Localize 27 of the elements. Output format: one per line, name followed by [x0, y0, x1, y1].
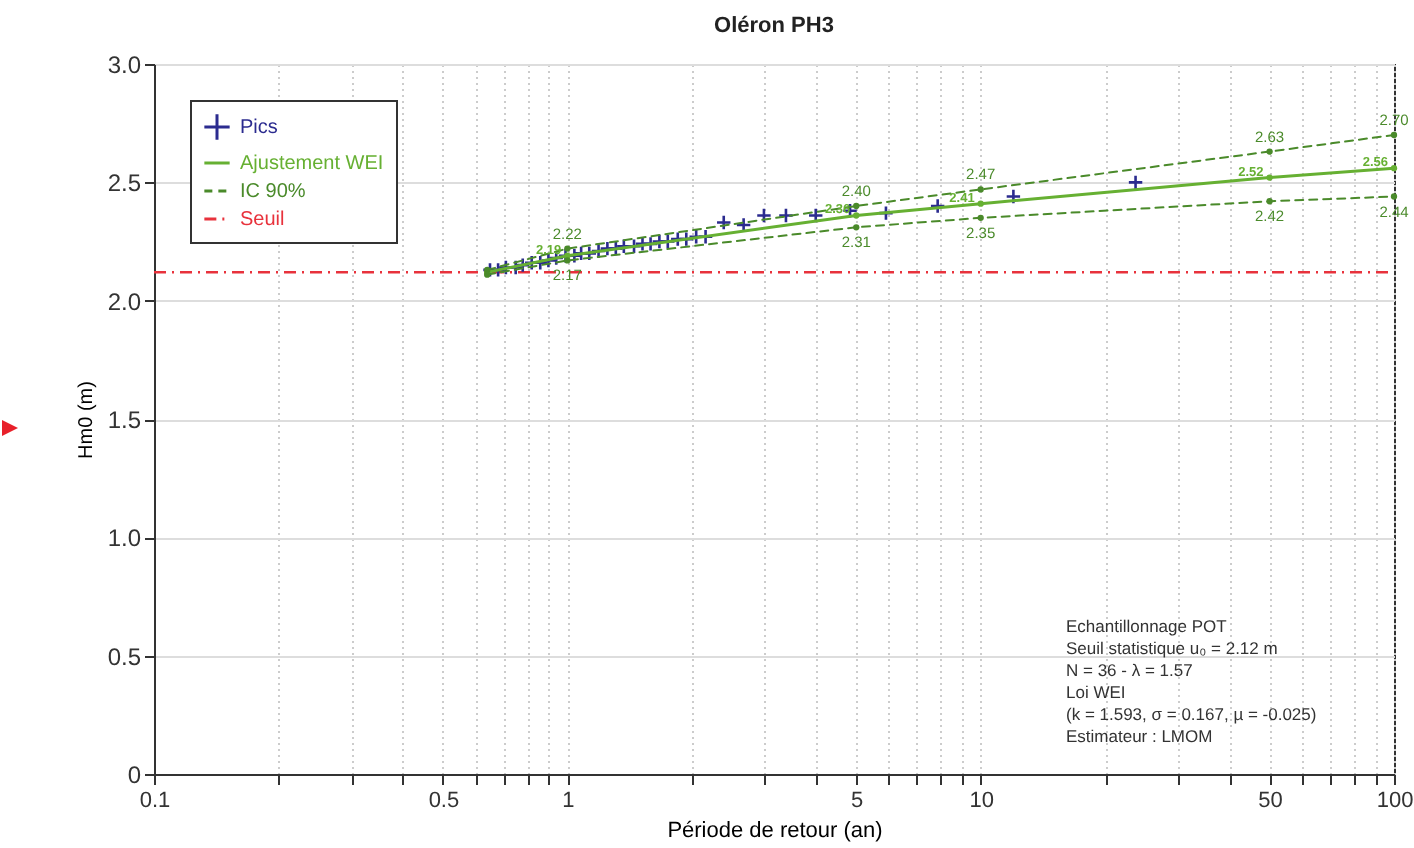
chart-title: Oléron PH3	[714, 14, 834, 38]
annotation: Echantillonnage POT	[1066, 616, 1227, 636]
x-axis-title: Période de retour (an)	[667, 819, 883, 843]
annotation: N = 36 - λ = 1.57	[1066, 660, 1194, 680]
annotation: Loi WEI	[1066, 682, 1126, 702]
y-tick-label: 1.5	[107, 406, 142, 434]
x-tick-label: 5	[851, 789, 864, 813]
legend-label: IC 90%	[240, 181, 306, 203]
x-tick-label: 100	[1376, 789, 1414, 813]
annotation: (k = 1.593, σ = 0.167, µ = -0.025)	[1066, 704, 1317, 724]
legend-label: Seuil	[240, 209, 285, 231]
y-tick-label: 0.5	[107, 642, 142, 671]
y-tick-label: 2.5	[107, 169, 142, 198]
legend-label: Ajustement WEI	[240, 153, 384, 175]
x-tick-label: 50	[1258, 789, 1283, 813]
legend-label: Pics	[240, 117, 278, 139]
y-tick-label: 1.0	[107, 524, 142, 553]
x-tick-label: 0.5	[428, 789, 460, 813]
y-tick-label: 0	[127, 761, 142, 789]
y-axis-title: Hm0 (m)	[75, 381, 98, 459]
x-tick-label: 1	[562, 789, 575, 813]
y-tick-label: 2.0	[107, 287, 142, 316]
y-tick-label: 3.0	[107, 51, 142, 79]
x-tick-label: 10	[969, 789, 994, 813]
annotation: Estimateur : LMOM	[1066, 726, 1213, 746]
x-tick-label: 0.1	[139, 789, 171, 813]
annotation: Seuil statistique u₀ = 2.12 m	[1066, 638, 1278, 658]
